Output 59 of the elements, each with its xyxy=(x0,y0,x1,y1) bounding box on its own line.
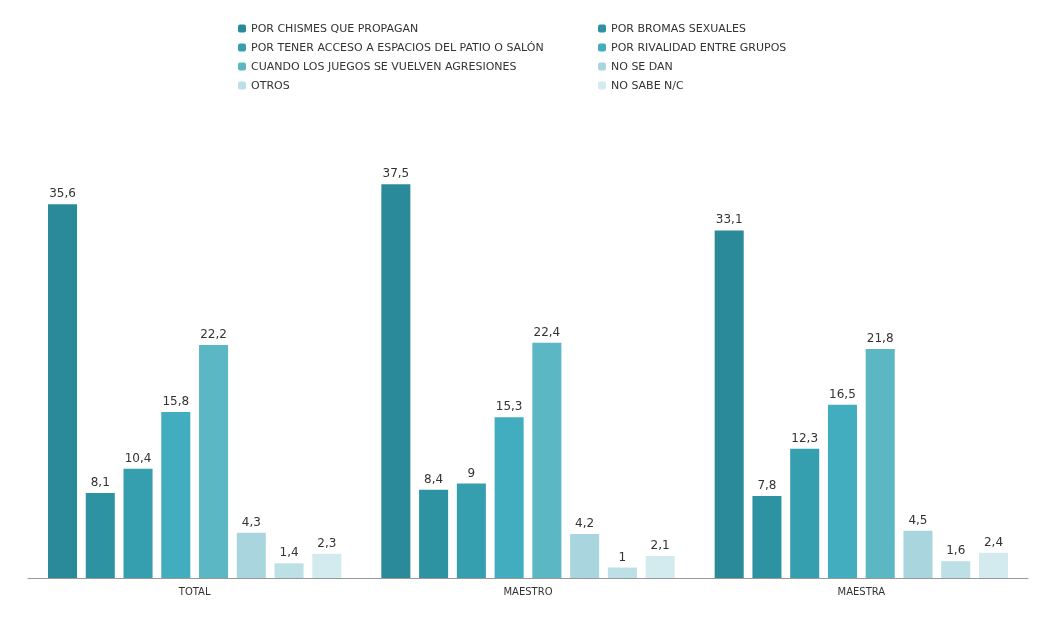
legend-label: POR TENER ACCESO A ESPACIOS DEL PATIO O SALÓN xyxy=(251,41,544,54)
legend-label: NO SE DAN xyxy=(611,60,673,73)
bar xyxy=(123,468,153,578)
bar xyxy=(570,533,600,578)
bar xyxy=(199,344,229,578)
data-label: 2,1 xyxy=(650,537,670,552)
data-label: 4,3 xyxy=(241,514,261,529)
bar xyxy=(752,496,782,578)
legend-label: NO SABE N/C xyxy=(611,79,685,92)
bar xyxy=(714,230,744,578)
x-tick-label: MAESTRA xyxy=(837,585,886,597)
data-label: 22,2 xyxy=(200,326,227,341)
bar xyxy=(941,561,971,578)
data-label: 1,4 xyxy=(279,545,299,560)
data-label: 4,2 xyxy=(575,515,595,530)
data-label: 8,1 xyxy=(90,474,110,489)
bar xyxy=(236,532,266,578)
data-label: 4,5 xyxy=(908,512,928,527)
bar xyxy=(419,489,449,578)
data-label: 37,5 xyxy=(382,166,410,181)
data-label: 2,3 xyxy=(317,535,337,550)
data-label: 16,5 xyxy=(829,386,856,401)
data-label: 1 xyxy=(618,549,627,564)
bar xyxy=(790,448,820,578)
legend-label: POR BROMAS SEXUALES xyxy=(611,22,746,35)
bar xyxy=(978,552,1008,578)
bar xyxy=(827,404,857,578)
bar xyxy=(381,184,411,578)
legend-label: OTROS xyxy=(251,79,290,92)
data-label: 9 xyxy=(467,465,476,480)
bar xyxy=(274,563,304,578)
data-label: 7,8 xyxy=(757,478,777,493)
data-label: 8,4 xyxy=(424,471,444,486)
data-label: 22,4 xyxy=(533,324,561,339)
data-label: 15,8 xyxy=(162,394,190,409)
bar xyxy=(85,492,115,578)
bar xyxy=(48,204,78,578)
data-label: 35,6 xyxy=(49,186,76,201)
legend-label: POR CHISMES QUE PROPAGAN xyxy=(251,22,419,35)
bar xyxy=(645,555,675,578)
legend-label: CUANDO LOS JUEGOS SE VUELVEN AGRESIONES xyxy=(251,60,517,73)
bar xyxy=(607,567,637,578)
data-label: 2,4 xyxy=(983,534,1004,549)
bar xyxy=(903,530,933,578)
data-label: 10,4 xyxy=(124,450,152,465)
bar xyxy=(312,553,342,578)
bar xyxy=(865,349,895,578)
data-label: 15,3 xyxy=(495,399,523,414)
data-label: 33,1 xyxy=(715,212,743,227)
data-label: 1,6 xyxy=(946,543,966,558)
bar xyxy=(532,342,562,578)
bar xyxy=(494,417,524,578)
legend-label: POR RIVALIDAD ENTRE GRUPOS xyxy=(611,41,787,54)
bar xyxy=(161,412,191,578)
x-tick-label: MAESTRO xyxy=(503,585,553,597)
bar xyxy=(456,483,486,578)
x-tick-label: TOTAL xyxy=(177,585,211,597)
data-label: 21,8 xyxy=(866,331,894,346)
data-label: 12,3 xyxy=(791,430,819,445)
